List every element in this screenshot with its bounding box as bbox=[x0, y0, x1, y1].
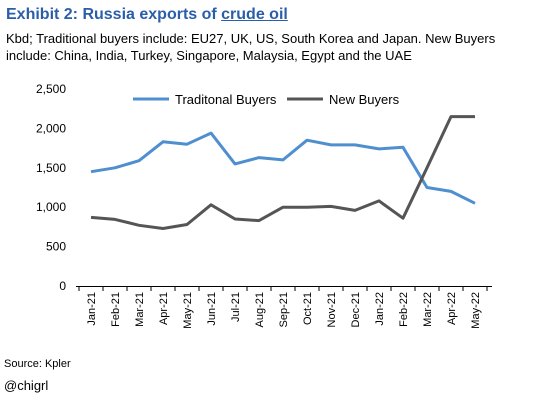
x-tick-label: Feb-22 bbox=[398, 292, 410, 327]
crude-oil-link[interactable]: crude oil bbox=[221, 6, 288, 23]
y-tick-label: 2,000 bbox=[36, 121, 66, 135]
x-tick-label: Apr-22 bbox=[446, 292, 458, 325]
x-tick-label: Dec-21 bbox=[350, 292, 362, 327]
x-tick-label: May-21 bbox=[182, 292, 194, 329]
legend-label: Traditonal Buyers bbox=[175, 92, 277, 107]
chart-subtitle: Kbd; Traditional buyers include: EU27, U… bbox=[6, 31, 496, 63]
x-tick-label: Mar-22 bbox=[422, 292, 434, 327]
x-tick-label: Jan-22 bbox=[374, 292, 386, 326]
x-tick-label: May-22 bbox=[470, 292, 482, 329]
legend-label: New Buyers bbox=[329, 92, 400, 107]
x-tick-label: Sep-21 bbox=[278, 292, 290, 327]
chart-title-prefix: Exhibit 2: Russia exports of bbox=[6, 6, 222, 23]
x-tick-label: Apr-21 bbox=[158, 292, 170, 325]
series-line-traditonal-buyers bbox=[90, 131, 476, 205]
y-tick-label: 1,500 bbox=[36, 161, 66, 175]
author-handle: @chigrl bbox=[4, 378, 49, 393]
y-tick-label: 2,500 bbox=[36, 82, 66, 96]
y-tick-label: 500 bbox=[46, 240, 66, 254]
source-note: Source: Kpler bbox=[4, 358, 71, 370]
x-tick-label: Jan-21 bbox=[86, 292, 98, 326]
x-tick-label: Oct-21 bbox=[302, 292, 314, 325]
y-tick-label: 0 bbox=[59, 279, 66, 293]
y-tick-label: 1,000 bbox=[36, 200, 66, 214]
x-tick-label: Nov-21 bbox=[326, 292, 338, 327]
x-tick-label: Jul-21 bbox=[230, 292, 242, 322]
x-tick-label: Jun-21 bbox=[206, 292, 218, 326]
x-tick-label: Mar-21 bbox=[134, 292, 146, 327]
x-tick-label: Aug-21 bbox=[254, 292, 266, 327]
x-tick-label: Feb-21 bbox=[110, 292, 122, 327]
chart-title: Exhibit 2: Russia exports of crude oil bbox=[6, 6, 288, 24]
